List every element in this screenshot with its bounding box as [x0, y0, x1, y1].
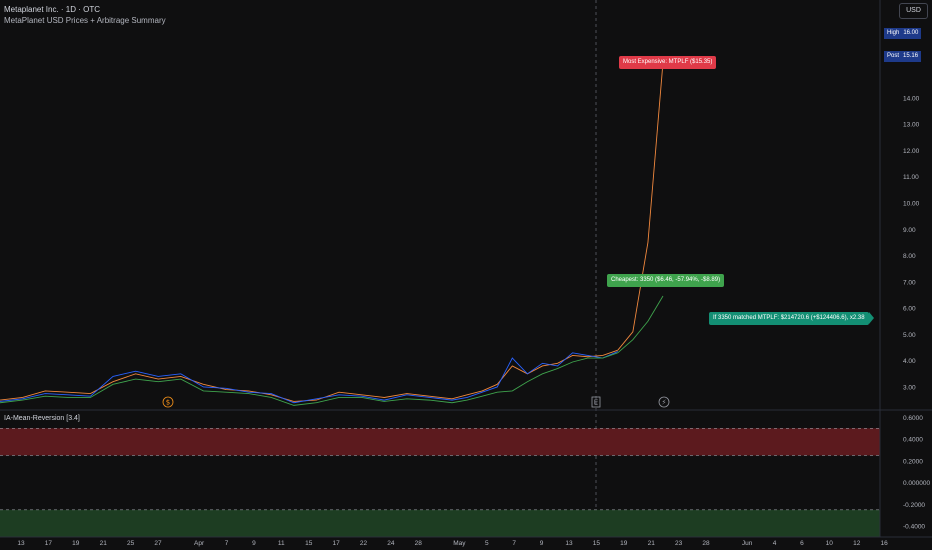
event-marker-glyph: E [594, 399, 598, 407]
x-tick-label: 28 [415, 540, 423, 547]
event-marker-glyph: $ [166, 399, 170, 407]
x-tick-label: 9 [252, 540, 256, 547]
high-price-badge: High 16.00 [884, 28, 922, 39]
high-label: High [887, 30, 900, 36]
indicator-band-0 [0, 428, 880, 456]
series-line-1 [0, 351, 618, 404]
x-tick-label: 9 [540, 540, 544, 547]
post-label: Post [887, 53, 900, 59]
x-tick-label: 6 [800, 540, 804, 547]
indicator-title: IA-Mean-Reversion [3.4] [4, 415, 80, 422]
y-tick-label: 11.00 [903, 174, 919, 181]
indicator-y-tick: -0.4000 [903, 524, 925, 531]
x-tick-label: 10 [826, 540, 834, 547]
x-tick-label: 19 [72, 540, 80, 547]
x-tick-label: 16 [880, 540, 888, 547]
chart-subtitle: MetaPlanet USD Prices + Arbitrage Summar… [4, 16, 166, 25]
indicator-y-tick: 0.2000 [903, 458, 923, 465]
x-tick-label: 25 [127, 540, 135, 547]
x-tick-label: 4 [773, 540, 777, 547]
y-tick-label: 8.00 [903, 253, 916, 260]
indicator-band-1 [0, 509, 880, 537]
x-tick-label: May [453, 540, 466, 547]
y-tick-label: 6.00 [903, 306, 916, 313]
x-tick-label: Jun [742, 540, 753, 547]
x-tick-label: 12 [853, 540, 861, 547]
x-tick-label: Apr [194, 540, 205, 547]
x-tick-label: 7 [512, 540, 516, 547]
x-tick-label: 11 [278, 540, 285, 547]
currency-button[interactable]: USD [899, 3, 928, 19]
post-value: 15.16 [903, 53, 919, 59]
event-marker [162, 396, 174, 408]
post-price-badge: Post 15.16 [884, 51, 922, 62]
x-tick-label: 22 [360, 540, 368, 547]
y-tick-label: 5.00 [903, 332, 916, 339]
x-tick-label: 24 [387, 540, 395, 547]
high-value: 16.00 [903, 30, 919, 36]
series-line-2 [0, 352, 618, 406]
chart-title: Metaplanet Inc. · 1D · OTC [4, 5, 101, 14]
x-tick-label: 28 [702, 540, 710, 547]
x-tick-label: 13 [17, 540, 25, 547]
matched-callout: If 3350 matched MTPLF: $214720.6 (+$1244… [709, 312, 874, 325]
y-tick-label: 4.00 [903, 358, 916, 365]
y-tick-label: 7.00 [903, 279, 916, 286]
indicator-y-tick: 0.4000 [903, 437, 923, 444]
y-tick-label: 14.00 [903, 95, 920, 102]
event-marker [658, 396, 670, 408]
x-tick-label: 21 [100, 540, 108, 547]
x-tick-label: 13 [565, 540, 573, 547]
indicator-y-tick: 0.6000 [903, 415, 923, 422]
x-tick-label: 15 [305, 540, 313, 547]
y-tick-label: 12.00 [903, 148, 920, 155]
y-tick-label: 13.00 [903, 122, 920, 129]
y-tick-label: 3.00 [903, 384, 916, 391]
earnings-marker [591, 396, 601, 408]
indicator-y-tick: 0.000000 [903, 480, 930, 487]
x-tick-label: 7 [225, 540, 229, 547]
x-tick-label: 17 [332, 540, 340, 547]
y-tick-label: 10.00 [903, 200, 920, 207]
x-tick-label: 17 [45, 540, 53, 547]
indicator-y-tick: -0.2000 [903, 502, 925, 509]
x-tick-label: 19 [620, 540, 628, 547]
indicator-pane [0, 428, 880, 537]
x-tick-label: 21 [648, 540, 656, 547]
series-extension-green [617, 295, 664, 354]
series-extension-orange [617, 62, 664, 351]
event-marker-glyph: ⚡ [662, 399, 667, 407]
cheapest-callout: Cheapest: 3350 ($6.46, -57.94%, -$8.89) [607, 274, 725, 287]
series-line-0 [0, 349, 618, 402]
main-price-pane: $ E ⚡ [0, 0, 670, 537]
x-tick-label: 27 [154, 540, 162, 547]
most-expensive-callout: Most Expensive: MTPLF ($15.35) [619, 56, 717, 69]
y-tick-label: 9.00 [903, 227, 916, 234]
x-tick-label: 23 [675, 540, 683, 547]
x-tick-label: 5 [485, 540, 489, 547]
x-tick-label: 15 [593, 540, 601, 547]
